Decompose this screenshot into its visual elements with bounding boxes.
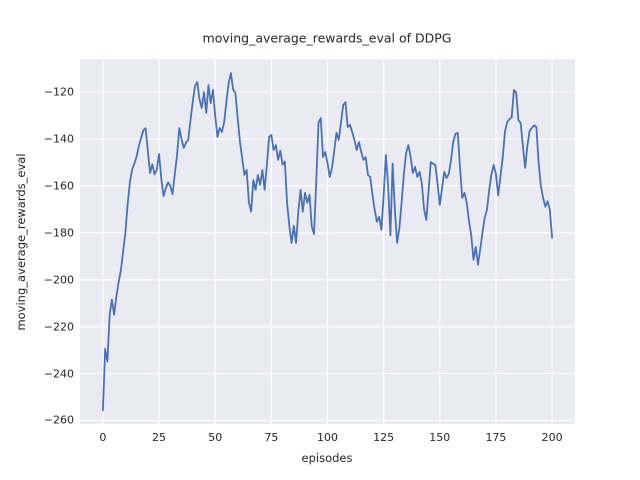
y-axis-label: moving_average_rewards_eval	[14, 153, 28, 331]
y-tick-label: −120	[43, 85, 74, 99]
y-tick-label: −160	[43, 179, 74, 193]
y-tick-label: −240	[43, 367, 74, 381]
y-tick-label: −180	[43, 226, 74, 240]
x-tick-label: 100	[317, 431, 338, 444]
y-tick-label: −220	[43, 320, 74, 334]
x-tick-label: 125	[373, 431, 395, 444]
x-tick-label: 150	[429, 431, 451, 444]
y-tick-label: −260	[43, 413, 74, 427]
x-tick-label: 25	[152, 431, 167, 444]
x-tick-label: 175	[485, 431, 507, 444]
x-tick-label: 0	[99, 431, 107, 444]
y-tick-label: −200	[43, 273, 74, 287]
x-tick-label: 50	[208, 431, 223, 444]
x-tick-label: 75	[264, 431, 279, 444]
y-tick-label: −140	[43, 132, 74, 146]
x-axis-label: episodes	[301, 451, 353, 465]
series-line	[102, 72, 553, 412]
x-tick-label: 200	[541, 431, 563, 444]
chart-title: moving_average_rewards_eval of DDPG	[202, 30, 452, 46]
